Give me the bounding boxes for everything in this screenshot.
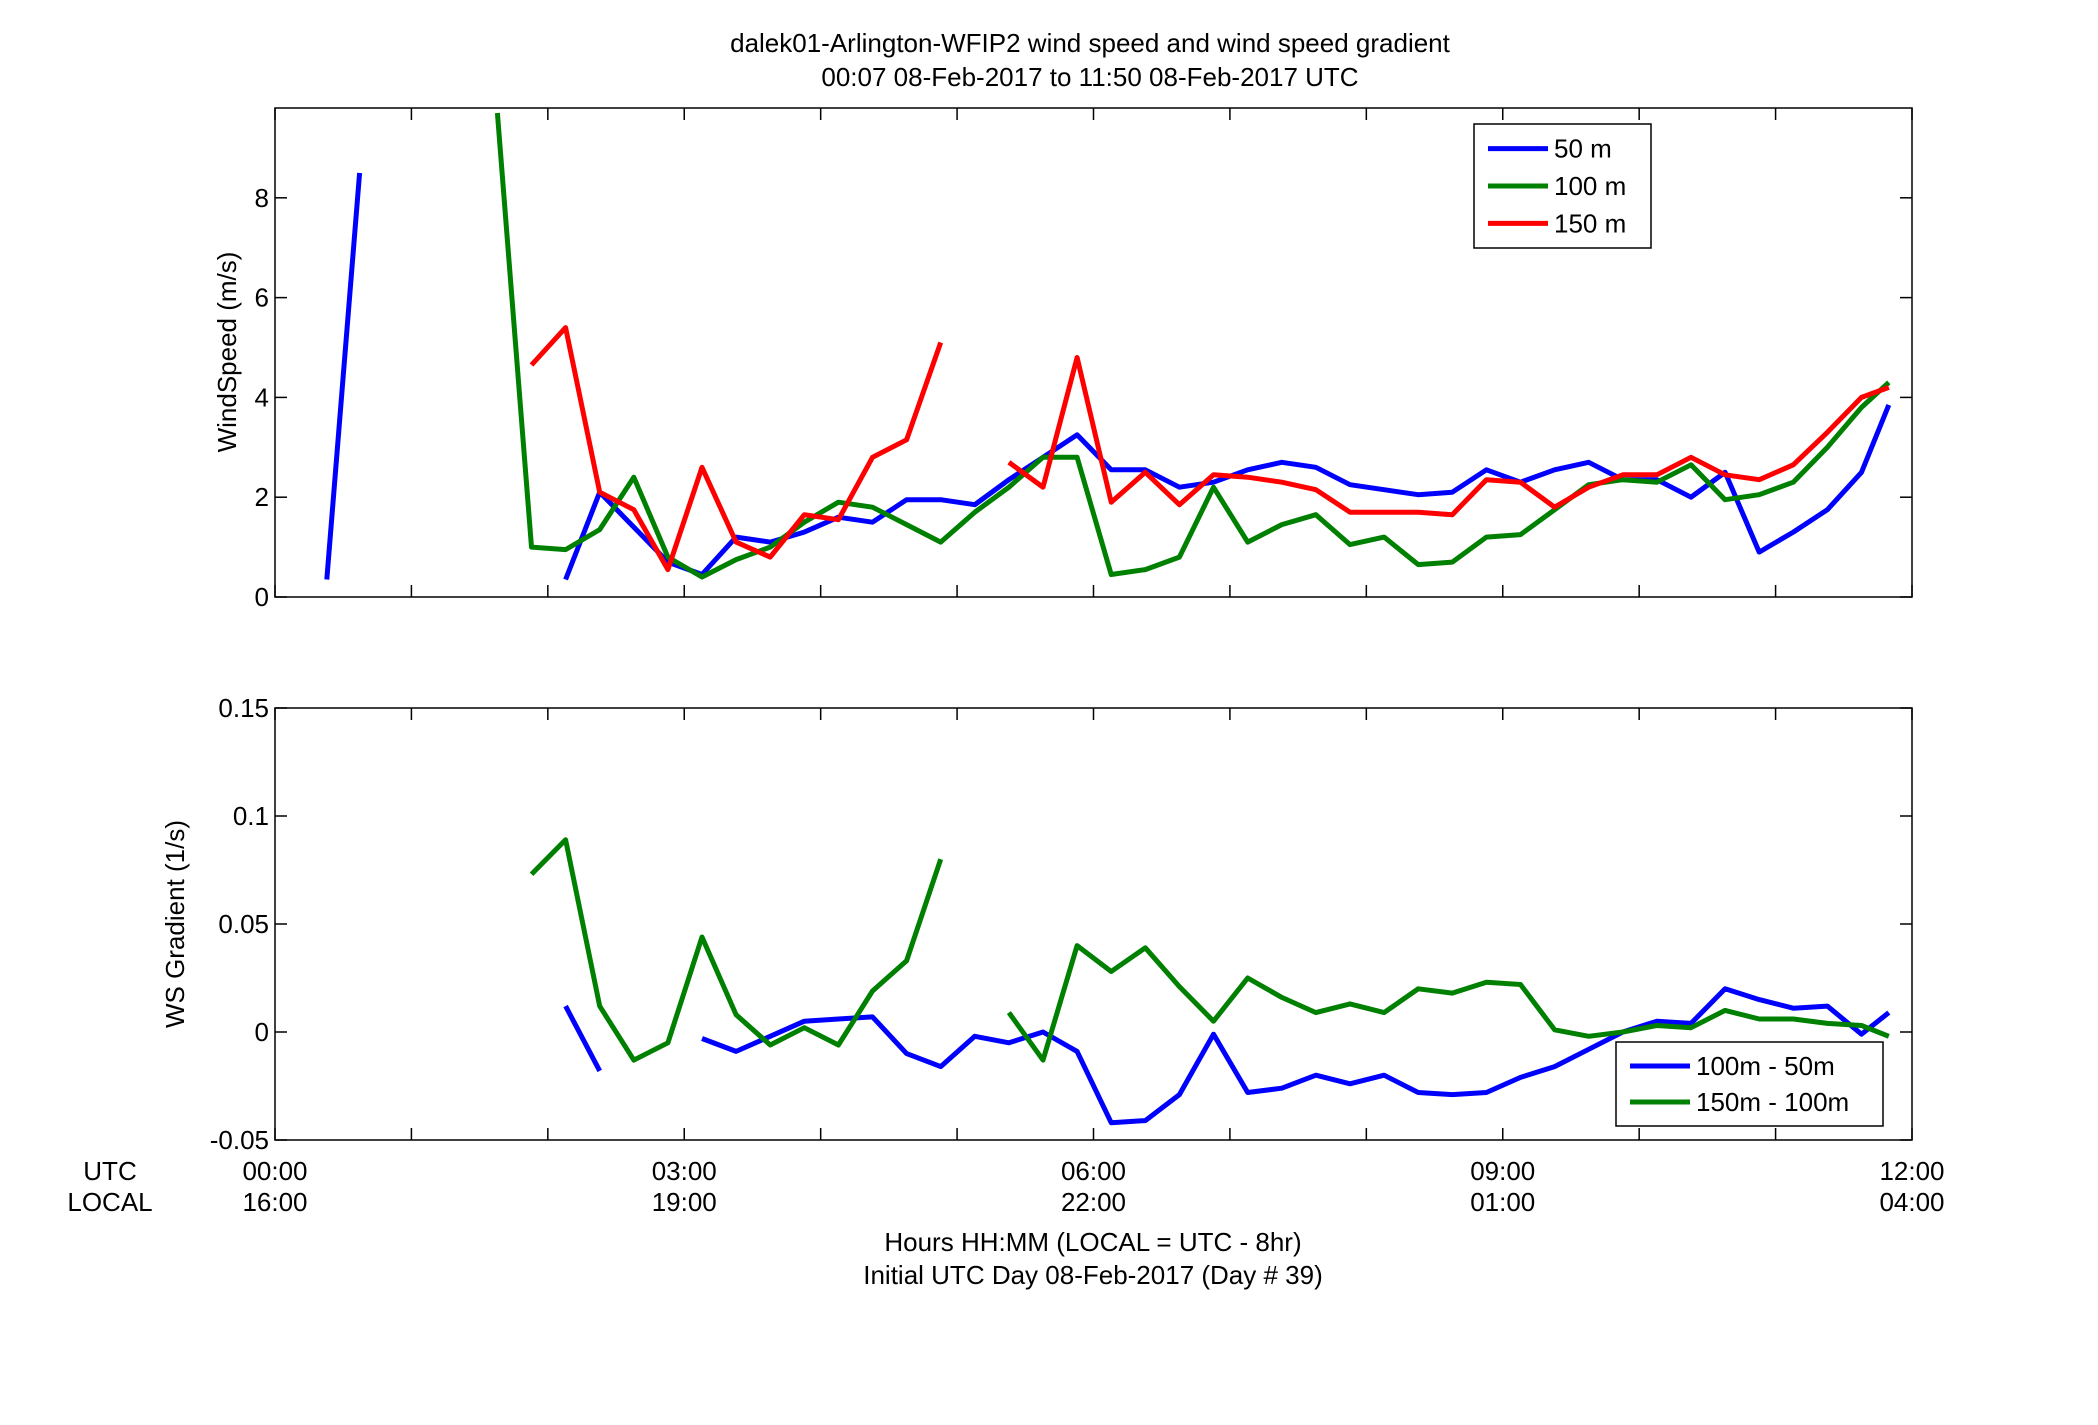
x-tick-label-utc: 06:00 <box>1061 1156 1126 1186</box>
y-tick-label: 8 <box>255 183 269 213</box>
x-tick-label-local: 19:00 <box>652 1187 717 1217</box>
x-tick-label-local: 04:00 <box>1879 1187 1944 1217</box>
gradient-legend: 100m - 50m 150m - 100m <box>1615 1041 1884 1127</box>
y-tick-label: 2 <box>255 482 269 512</box>
windspeed-plot-area <box>274 107 1913 598</box>
y-tick-label: 6 <box>255 283 269 313</box>
windspeed-y-axis-label: WindSpeed (m/s) <box>212 252 242 453</box>
x-tick-label-utc: 03:00 <box>652 1156 717 1186</box>
local-row-label: LOCAL <box>67 1187 152 1217</box>
x-tick-label-utc: 12:00 <box>1879 1156 1944 1186</box>
windspeed-legend: 50 m 100 m 150 m <box>1473 123 1652 249</box>
y-tick-label: 0.1 <box>233 801 269 831</box>
series-line-150-m <box>529 325 1890 573</box>
x-tick-label-local: 01:00 <box>1470 1187 1535 1217</box>
y-tick-label: 0 <box>255 1017 269 1047</box>
legend-label: 50 m <box>1554 134 1612 164</box>
legend-label: 100m - 50m <box>1696 1051 1835 1081</box>
gradient-panel: -0.05 0 0.05 0.1 0.15 WS Gradient (1/s) 100m… <box>160 693 1913 1155</box>
figure-title-line1: dalek01-Arlington-WFIP2 wind speed and w… <box>730 28 1451 58</box>
utc-row-label: UTC <box>83 1156 136 1186</box>
gradient-y-axis-label: WS Gradient (1/s) <box>160 820 190 1028</box>
legend-label: 150m - 100m <box>1696 1087 1849 1117</box>
windspeed-series-lines <box>324 112 1892 581</box>
y-tick-label: 0 <box>255 582 269 612</box>
figure-title-line2: 00:07 08-Feb-2017 to 11:50 08-Feb-2017 U… <box>821 62 1358 92</box>
windspeed-ticks: 0 2 4 6 8 <box>255 108 1913 612</box>
x-axis-label-line1: Hours HH:MM (LOCAL = UTC - 8hr) <box>884 1227 1301 1257</box>
x-tick-label-utc: 00:00 <box>242 1156 307 1186</box>
x-tick-label-local: 22:00 <box>1061 1187 1126 1217</box>
x-tick-label-local: 16:00 <box>242 1187 307 1217</box>
gradient-series-lines <box>529 837 1891 1126</box>
series-line-100-m <box>494 112 1891 580</box>
series-line-100m-50m <box>563 986 1891 1126</box>
legend-label: 150 m <box>1554 208 1626 238</box>
windspeed-panel: 0 2 4 6 8 WindSpeed (m/s) 50 m 100 m 150 m <box>212 107 1913 612</box>
y-tick-label: 0.05 <box>218 909 269 939</box>
legend-label: 100 m <box>1554 171 1626 201</box>
series-line-150m-100m <box>529 837 1890 1063</box>
y-tick-label: -0.05 <box>210 1125 269 1155</box>
gradient-ticks: -0.05 0 0.05 0.1 0.15 <box>210 693 1913 1155</box>
x-tick-label-utc: 09:00 <box>1470 1156 1535 1186</box>
x-axis-label-line2: Initial UTC Day 08-Feb-2017 (Day # 39) <box>863 1260 1323 1290</box>
legend-box <box>1615 1041 1884 1127</box>
y-tick-label: 4 <box>255 382 269 412</box>
y-tick-label: 0.15 <box>218 693 269 723</box>
